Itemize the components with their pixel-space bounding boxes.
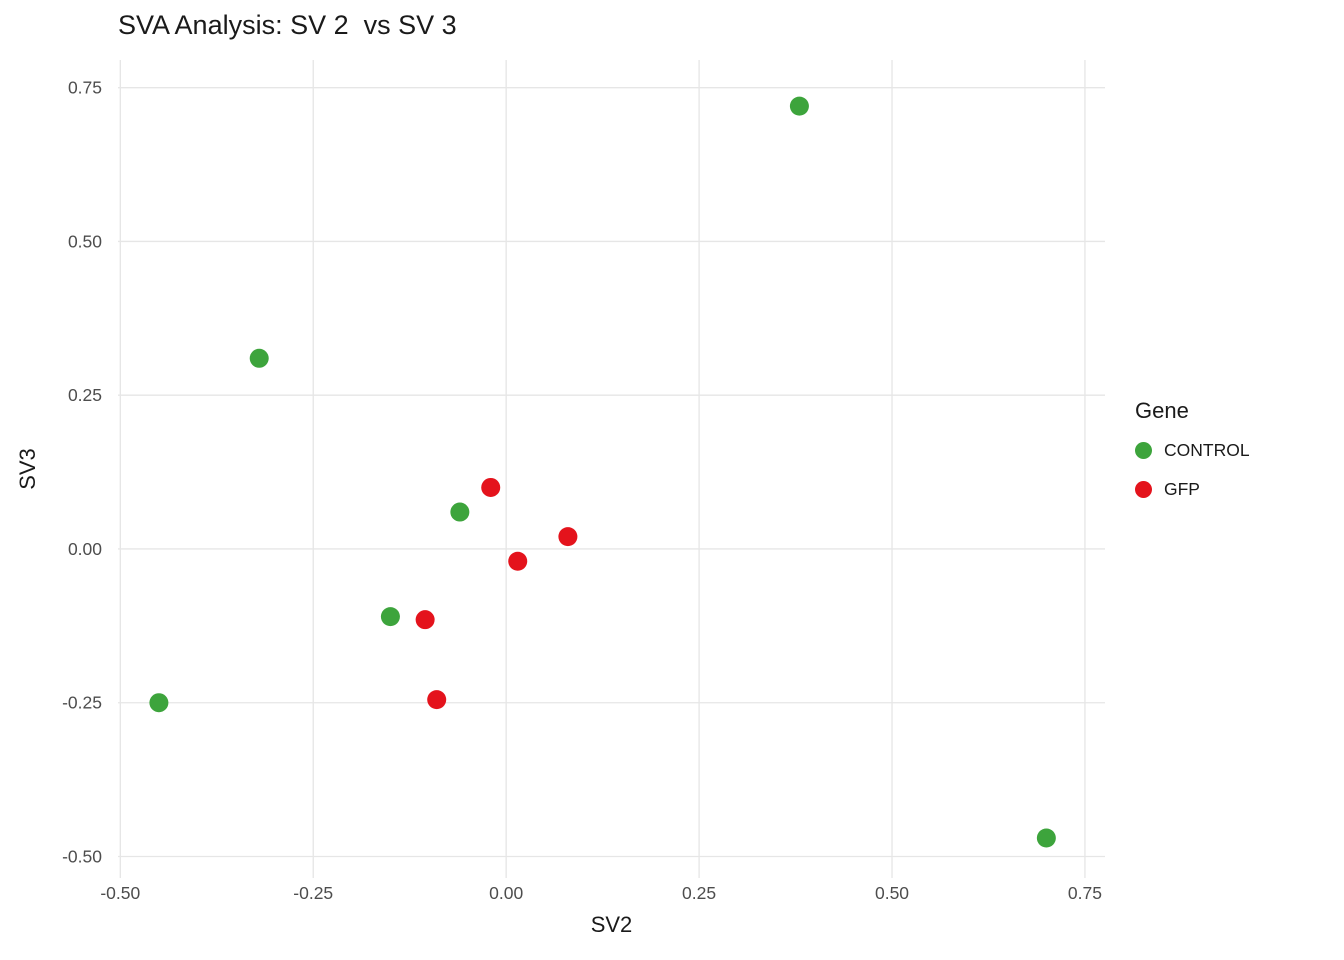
y-tick-label: -0.25: [62, 693, 102, 713]
y-tick-label: 0.25: [68, 385, 102, 405]
x-tick-label: 0.50: [875, 883, 909, 903]
y-tick-label: 0.00: [68, 539, 102, 559]
legend-item-label: GFP: [1164, 479, 1200, 499]
y-tick-label: 0.50: [68, 231, 102, 251]
control-point-icon: [1135, 442, 1152, 459]
x-tick-label: 0.25: [682, 883, 716, 903]
x-axis-title: SV2: [590, 912, 633, 937]
y-tick-label: 0.75: [68, 78, 102, 98]
data-point-control: [450, 502, 470, 522]
legend-item-gfp: GFP: [1135, 479, 1250, 500]
data-point-gfp: [558, 527, 578, 547]
data-point-gfp: [415, 610, 435, 630]
data-point-gfp: [427, 690, 447, 710]
data-point-gfp: [481, 477, 501, 497]
legend: Gene CONTROL GFP: [1135, 398, 1250, 518]
legend-item-control: CONTROL: [1135, 440, 1250, 461]
x-tick-label: 0.75: [1068, 883, 1102, 903]
gfp-point-icon: [1135, 481, 1152, 498]
x-tick-label: -0.25: [293, 883, 333, 903]
legend-item-label: CONTROL: [1164, 440, 1250, 460]
data-point-control: [1036, 828, 1056, 848]
data-point-gfp: [508, 551, 528, 571]
y-tick-label: -0.50: [62, 846, 102, 866]
legend-title: Gene: [1135, 398, 1189, 423]
data-point-control: [789, 96, 809, 116]
data-point-control: [149, 693, 169, 713]
data-point-control: [380, 607, 400, 627]
data-point-control: [249, 348, 269, 368]
x-tick-label: -0.50: [100, 883, 140, 903]
x-tick-label: 0.00: [489, 883, 523, 903]
chart-title: SVA Analysis: SV 2 vs SV 3: [118, 10, 457, 40]
